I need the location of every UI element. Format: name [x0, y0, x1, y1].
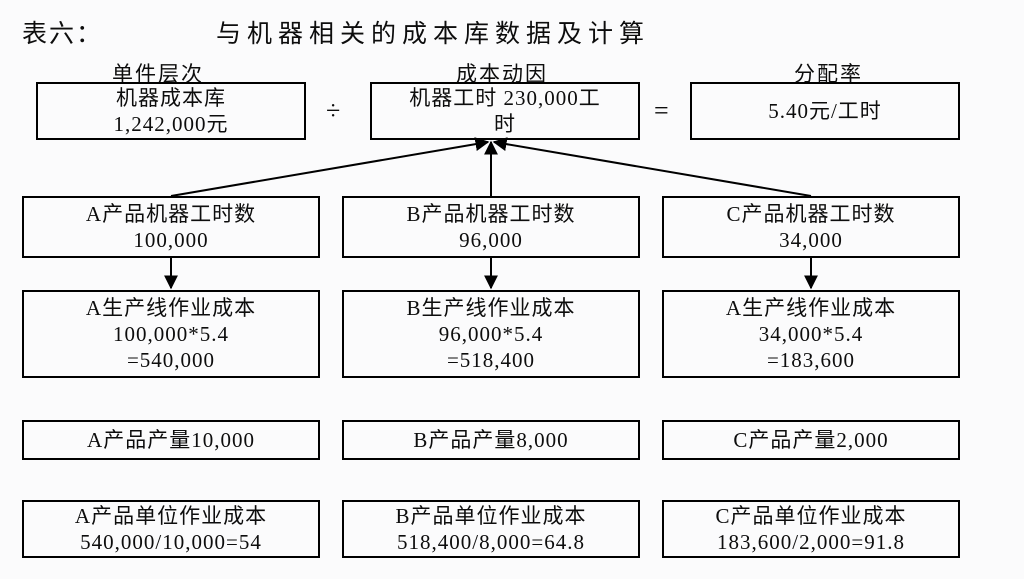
c-hours-box: C产品机器工时数 34,000	[662, 196, 960, 258]
equals-sign: =	[654, 96, 671, 126]
a-unitcost-l2: 540,000/10,000=54	[80, 529, 262, 555]
divide-sign: ÷	[326, 96, 342, 126]
table-number: 表六：	[22, 14, 103, 50]
b-cost-box: B生产线作业成本 96,000*5.4 =518,400	[342, 290, 640, 378]
c-cost-l3: =183,600	[767, 347, 855, 373]
a-hours-box: A产品机器工时数 100,000	[22, 196, 320, 258]
a-hours-l1: A产品机器工时数	[86, 201, 256, 227]
a-output: A产品产量10,000	[87, 427, 255, 453]
b-unitcost-box: B产品单位作业成本 518,400/8,000=64.8	[342, 500, 640, 558]
a-unitcost-l1: A产品单位作业成本	[75, 503, 267, 529]
c-unitcost-box: C产品单位作业成本 183,600/2,000=91.8	[662, 500, 960, 558]
cost-pool-line2: 1,242,000元	[114, 111, 229, 137]
b-unitcost-l1: B产品单位作业成本	[395, 503, 586, 529]
a-cost-l2: 100,000*5.4	[113, 321, 229, 347]
a-hours-l2: 100,000	[133, 227, 208, 253]
rate-text: 5.40元/工时	[768, 98, 882, 124]
c-cost-box: A生产线作业成本 34,000*5.4 =183,600	[662, 290, 960, 378]
b-hours-l1: B产品机器工时数	[406, 201, 575, 227]
b-cost-l2: 96,000*5.4	[439, 321, 544, 347]
c-unitcost-l1: C产品单位作业成本	[715, 503, 906, 529]
b-cost-l1: B生产线作业成本	[406, 295, 575, 321]
cost-driver-box: 机器工时 230,000工 时	[370, 82, 640, 140]
cost-driver-line1: 机器工时 230,000工	[409, 85, 601, 111]
cost-pool-box: 机器成本库 1,242,000元	[36, 82, 306, 140]
c-cost-l1: A生产线作业成本	[726, 295, 896, 321]
b-cost-l3: =518,400	[447, 347, 535, 373]
cost-driver-line2: 时	[494, 111, 516, 137]
c-unitcost-l2: 183,600/2,000=91.8	[717, 529, 905, 555]
b-output-box: B产品产量8,000	[342, 420, 640, 460]
a-cost-l1: A生产线作业成本	[86, 295, 256, 321]
title: 与机器相关的成本库数据及计算	[216, 14, 650, 50]
c-cost-l2: 34,000*5.4	[759, 321, 864, 347]
c-hours-l2: 34,000	[779, 227, 843, 253]
b-output: B产品产量8,000	[413, 427, 568, 453]
cost-pool-line1: 机器成本库	[116, 85, 226, 111]
a-cost-l3: =540,000	[127, 347, 215, 373]
c-hours-l1: C产品机器工时数	[726, 201, 895, 227]
c-output-box: C产品产量2,000	[662, 420, 960, 460]
a-unitcost-box: A产品单位作业成本 540,000/10,000=54	[22, 500, 320, 558]
a-output-box: A产品产量10,000	[22, 420, 320, 460]
b-hours-box: B产品机器工时数 96,000	[342, 196, 640, 258]
a-cost-box: A生产线作业成本 100,000*5.4 =540,000	[22, 290, 320, 378]
b-hours-l2: 96,000	[459, 227, 523, 253]
c-output: C产品产量2,000	[733, 427, 888, 453]
b-unitcost-l2: 518,400/8,000=64.8	[397, 529, 585, 555]
rate-box: 5.40元/工时	[690, 82, 960, 140]
